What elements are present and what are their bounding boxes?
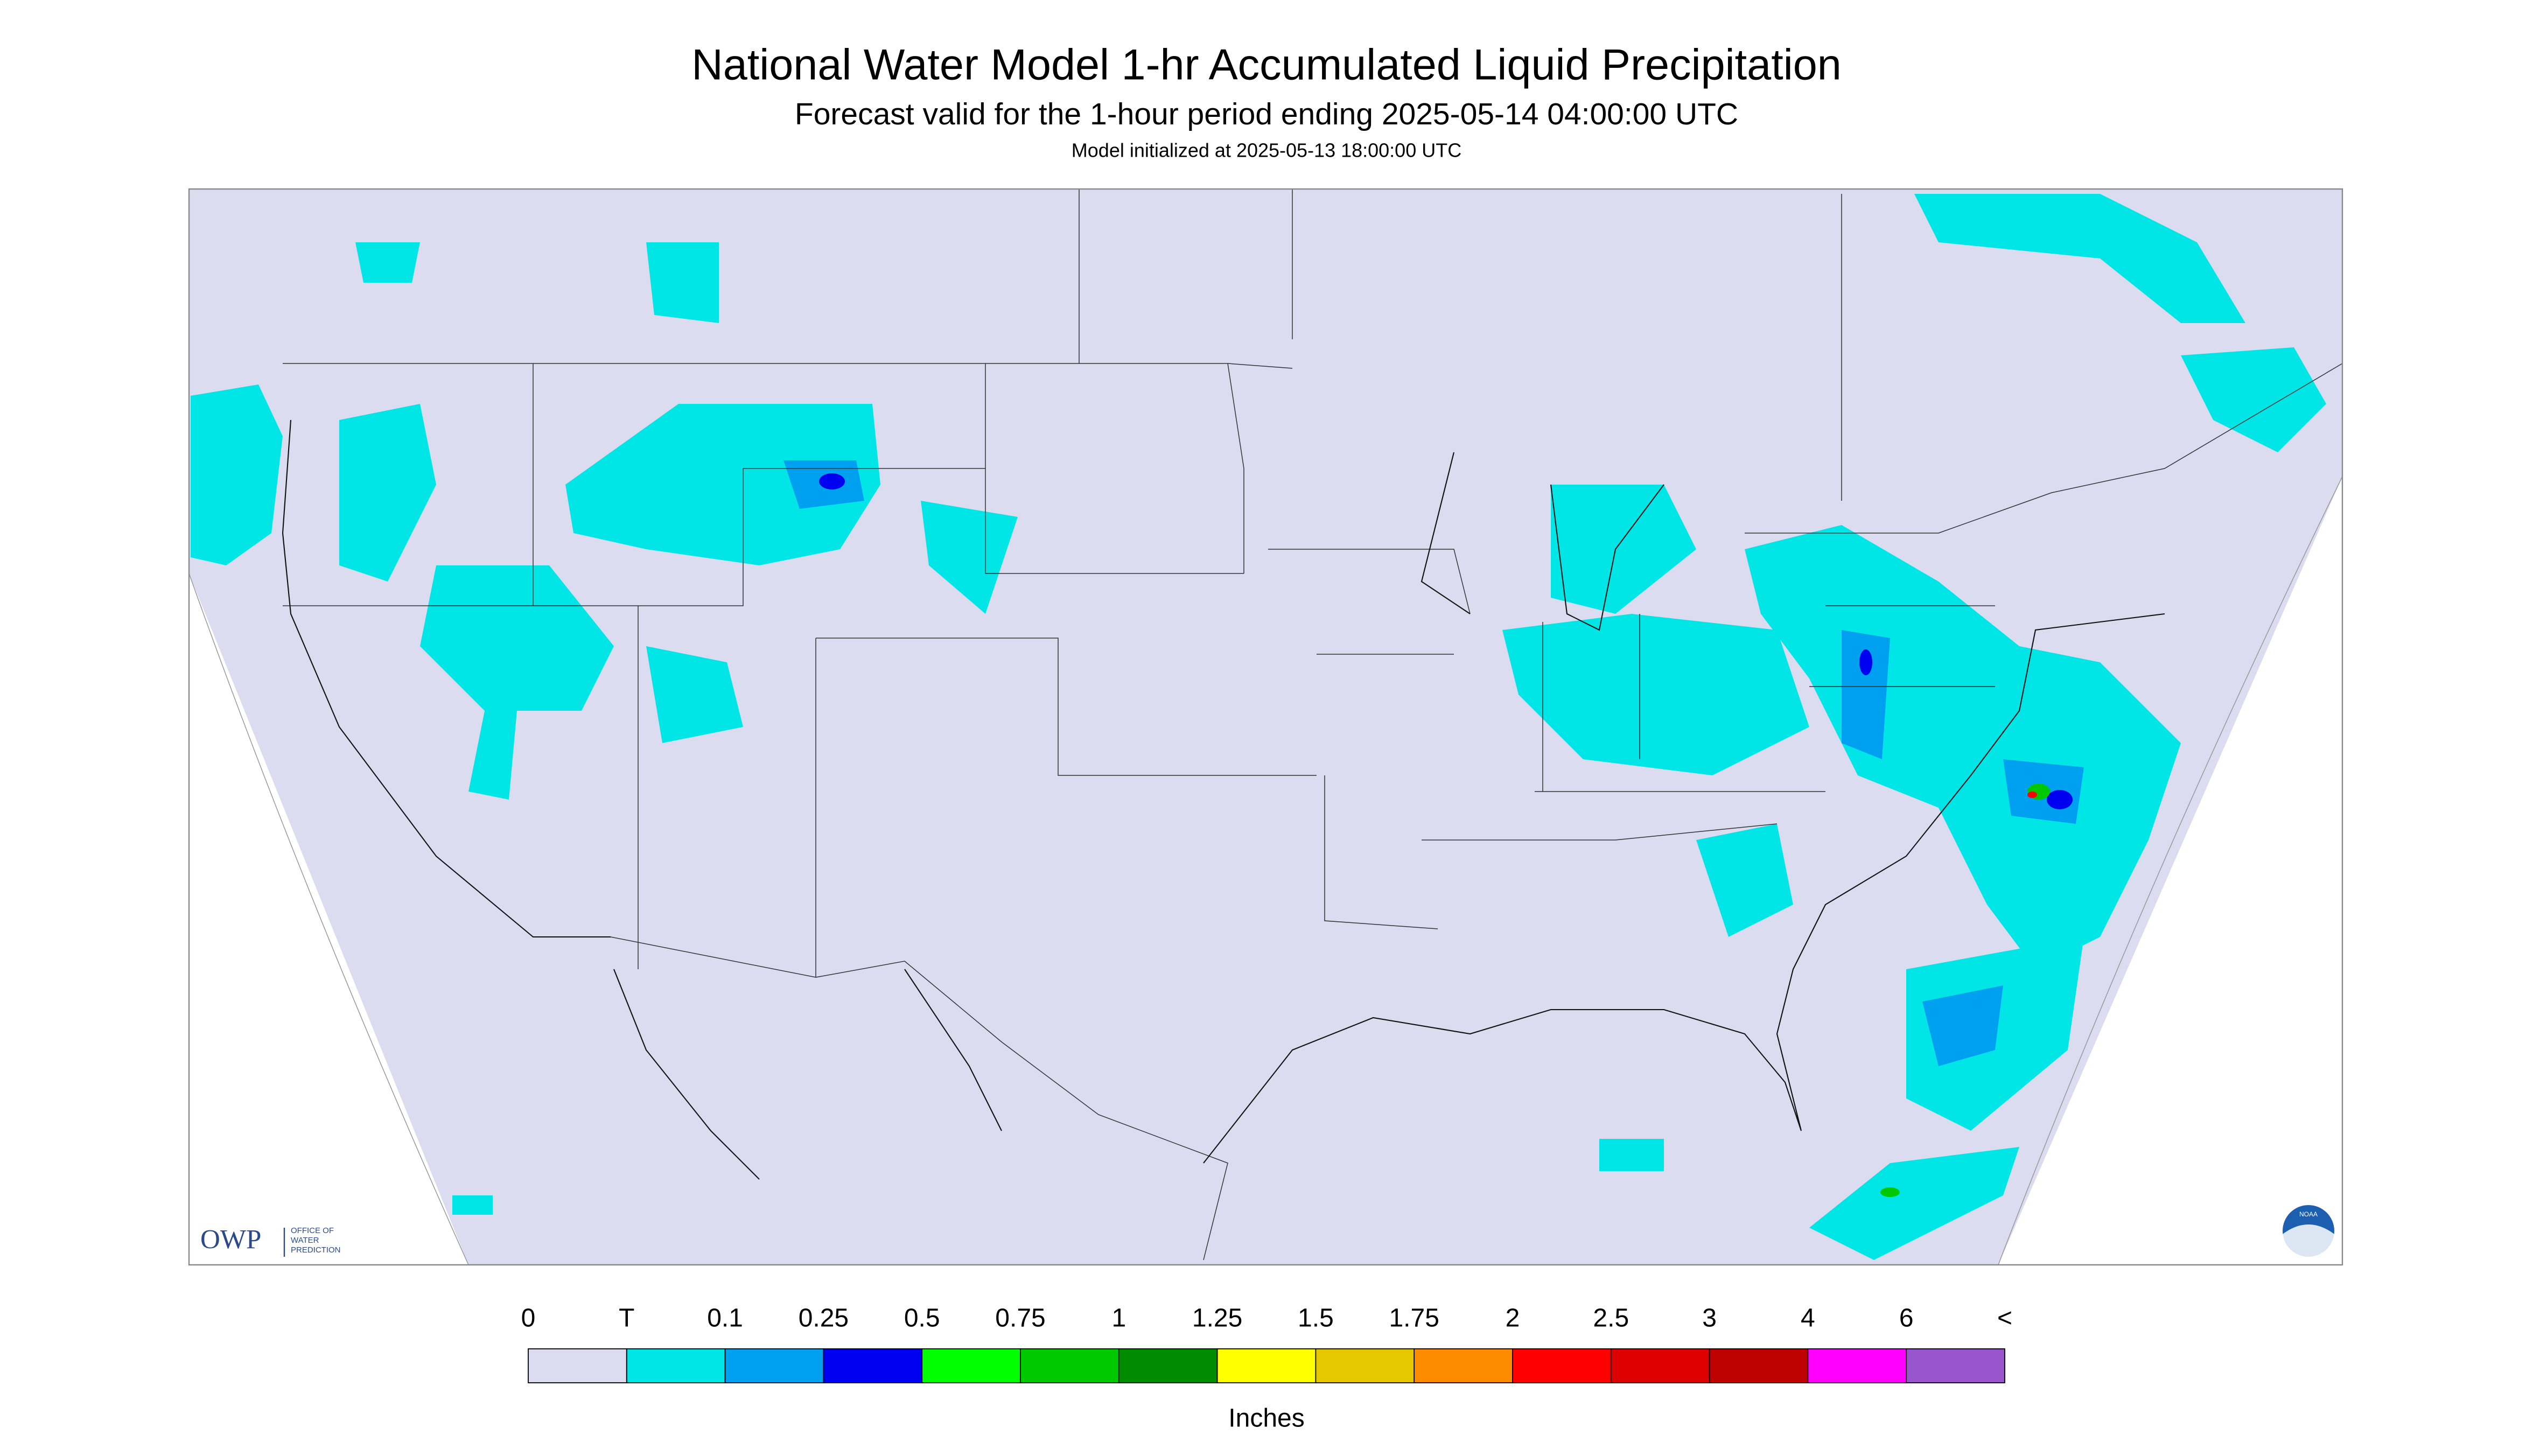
colorbar-label: 0.1 <box>707 1304 743 1333</box>
colorbar-label: 0.25 <box>799 1304 849 1333</box>
colorbar-swatch <box>1020 1348 1119 1383</box>
colorbar-swatch <box>1414 1348 1513 1383</box>
colorbar-label: 4 <box>1801 1304 1815 1333</box>
colorbar-swatch <box>1906 1348 2005 1383</box>
domain-edge-right <box>1998 476 2343 1265</box>
precip-peak <box>1880 783 2050 1198</box>
title: National Water Model 1-hr Accumulated Li… <box>691 40 1842 89</box>
precip-light <box>191 194 2326 1261</box>
owp-logo-line: PREDICTION <box>291 1245 341 1255</box>
owp-logo: OWP OFFICE OF WATER PREDICTION <box>200 1225 341 1257</box>
colorbar-swatch <box>528 1348 627 1383</box>
domain-edge-left <box>188 573 469 1265</box>
colorbar-label: < <box>1997 1304 2012 1333</box>
colorbar: 0 T 0.1 0.25 0.5 0.75 1 1.25 1.5 1.75 2 2.5 3 4 6 < <box>521 1304 2012 1383</box>
colorbar-label: 1.25 <box>1192 1304 1242 1333</box>
owp-logo-line: OFFICE OF <box>291 1226 334 1235</box>
colorbar-swatch <box>921 1348 1021 1383</box>
noaa-logo-wave <box>2283 1224 2334 1261</box>
colorbar-label: 0.75 <box>995 1304 1045 1333</box>
colorbar-swatch <box>724 1348 824 1383</box>
colorbar-label: 1 <box>1111 1304 1126 1333</box>
colorbar-label: T <box>619 1304 634 1333</box>
colorbar-swatch <box>626 1348 726 1383</box>
colorbar-swatch <box>1512 1348 1612 1383</box>
precip-heavy <box>819 473 2073 810</box>
off-domain-left <box>189 573 468 1265</box>
boundaries <box>282 189 2343 1261</box>
map <box>188 188 2343 1266</box>
colorbar-label: 2.5 <box>1593 1304 1629 1333</box>
precip-moderate <box>783 460 2084 1067</box>
colorbar-label: 6 <box>1899 1304 1914 1333</box>
colorbar-unit: Inches <box>1228 1404 1304 1433</box>
map-frame <box>188 188 2343 1266</box>
colorbar-label: 3 <box>1702 1304 1717 1333</box>
owp-logo-line: WATER <box>291 1236 319 1245</box>
colorbar-label: 2 <box>1506 1304 1520 1333</box>
colorbar-swatch <box>823 1348 923 1383</box>
colorbar-label: 0 <box>521 1304 536 1333</box>
colorbar-label: 1.75 <box>1389 1304 1439 1333</box>
colorbar-swatch <box>1216 1348 1317 1383</box>
colorbar-label: 1.5 <box>1298 1304 1334 1333</box>
noaa-logo: NOAA <box>2283 1205 2334 1261</box>
colorbar-swatch <box>1807 1348 1907 1383</box>
colorbar-swatch <box>1315 1348 1415 1383</box>
owp-logo-text: OWP <box>200 1225 261 1255</box>
init-time: Model initialized at 2025-05-13 18:00:00… <box>1072 139 1461 162</box>
colorbar-swatch <box>1709 1348 1809 1383</box>
noaa-logo-text: NOAA <box>2299 1210 2318 1218</box>
colorbar-swatch <box>1610 1348 1710 1383</box>
colorbar-swatch <box>1118 1348 1218 1383</box>
colorbar-label: 0.5 <box>904 1304 940 1333</box>
subtitle: Forecast valid for the 1-hour period end… <box>795 97 1738 131</box>
off-domain-right <box>1998 477 2342 1265</box>
